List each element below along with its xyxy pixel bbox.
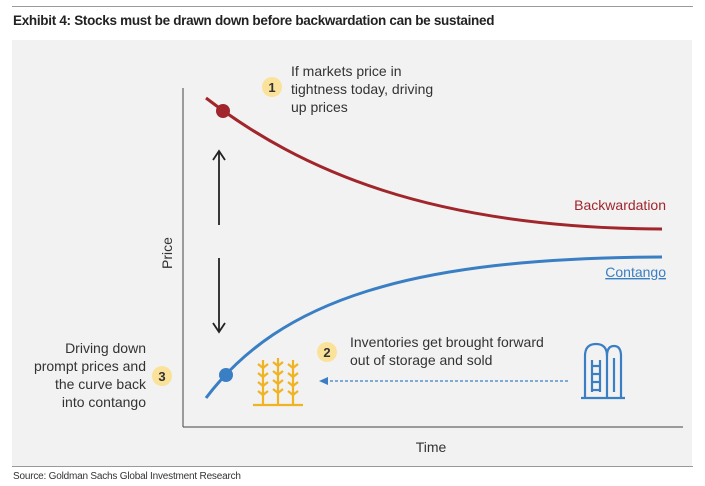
badge-3 — [152, 366, 172, 386]
dashed-flow-arrow — [319, 377, 568, 385]
contango-curve — [204, 255, 663, 399]
backwardation-curve — [205, 96, 663, 231]
annotation-2-line-2: out of storage and sold — [350, 352, 492, 368]
top-rule — [12, 6, 693, 7]
silo-icon — [581, 342, 625, 400]
annotation-3-line-4: into contango — [62, 394, 146, 410]
contango-point — [219, 368, 233, 382]
contango-label: Contango — [605, 264, 666, 280]
up-arrow-head — [212, 149, 226, 161]
y-axis-label: Price — [159, 237, 175, 269]
backwardation-point — [216, 104, 230, 118]
badge-3-number: 3 — [158, 369, 165, 384]
badge-2-number: 2 — [323, 345, 330, 360]
source-note: Source: Goldman Sachs Global Investment … — [13, 471, 241, 482]
annotation-1-line-3: up prices — [291, 99, 348, 115]
annotation-3-line-3: the curve back — [55, 376, 147, 392]
diagram-panel — [12, 40, 692, 466]
badge-1-number: 1 — [268, 80, 275, 95]
bottom-rule — [12, 466, 693, 467]
down-arrow-head — [212, 322, 226, 334]
annotation-3-line-1: Driving down — [65, 340, 146, 356]
badge-1 — [262, 77, 282, 97]
exhibit-title: Exhibit 4: Stocks must be drawn down bef… — [13, 13, 495, 28]
x-axis-label: Time — [416, 439, 447, 455]
wheat-icon — [253, 358, 303, 407]
annotation-2-line-1: Inventories get brought forward — [350, 334, 544, 350]
annotation-3-line-2: prompt prices and — [34, 358, 146, 374]
annotation-1-line-1: If markets price in — [291, 63, 401, 79]
badge-2 — [317, 342, 337, 362]
vertical-arrows — [212, 149, 226, 334]
annotation-1-line-2: tightness today, driving — [291, 81, 433, 97]
dashed-arrow-head — [319, 377, 328, 385]
backwardation-label: Backwardation — [574, 197, 666, 213]
